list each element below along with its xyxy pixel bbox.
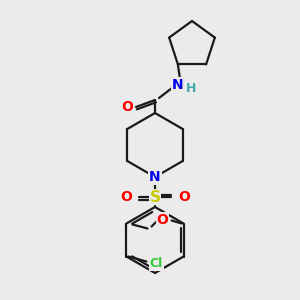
Text: H: H (186, 82, 196, 95)
Text: O: O (121, 100, 133, 114)
Text: O: O (178, 190, 190, 204)
Text: Cl: Cl (150, 257, 163, 270)
Text: S: S (149, 190, 161, 205)
Text: O: O (157, 212, 169, 226)
Text: O: O (120, 190, 132, 204)
Text: N: N (172, 78, 184, 92)
Text: N: N (149, 170, 161, 184)
